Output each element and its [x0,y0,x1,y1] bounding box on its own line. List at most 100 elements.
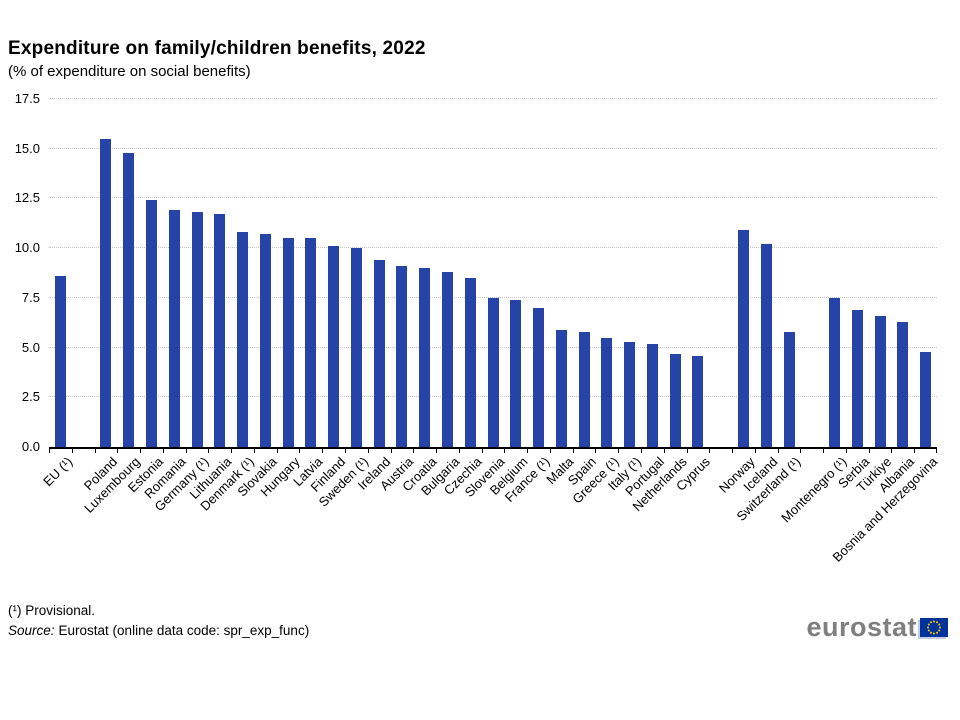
bar [646,343,658,447]
y-axis-labels: 0.0 2.5 5.0 7.5 10.0 12.5 15.0 17.5 [0,91,40,454]
axis-tick [641,449,642,453]
bar [305,238,317,447]
axis-tick [823,449,825,453]
axis-tick [185,449,187,453]
axis-tick [914,449,916,453]
gridline [49,98,937,99]
gridline [49,147,937,149]
bar [191,212,203,447]
y-axis-label: 12.5 [14,190,40,206]
bar [601,337,613,447]
gridline [49,247,937,249]
axis-tick [436,449,438,453]
axis-tick [709,449,711,453]
axis-tick [777,449,779,453]
x-axis-labels: EU (¹) Poland Luxembourg Estonia Romania Germ… [40,454,940,594]
axis-tick [754,449,756,453]
axis-tick [208,449,210,453]
y-axis-label: 15.0 [14,140,40,156]
axis-tick [936,449,937,453]
axis-tick [71,449,73,453]
axis-tick [686,449,688,453]
source-text: Eurostat (online data code: spr_exp_func… [58,623,310,638]
bar [168,210,180,447]
x-axis-ticks [49,449,937,454]
axis-tick [504,449,506,453]
bar [419,268,431,447]
gridline [49,296,937,298]
eu-flag-icon [920,617,948,637]
axis-tick [390,449,392,453]
axis-tick [481,449,483,453]
axis-tick [595,449,597,453]
bar [350,248,362,447]
bar [145,200,157,447]
bar [851,309,863,447]
bar [669,353,681,447]
bar [54,275,66,447]
bar [487,297,499,447]
axis-tick [253,449,255,453]
axis-tick [413,449,415,453]
bar [328,246,340,447]
bar [373,260,385,447]
axis-tick [162,449,164,453]
y-axis-label: 17.5 [14,91,40,106]
bar [259,234,271,447]
bar [214,214,226,447]
axis-tick [732,449,734,453]
eurostat-logo-text: eurostat [806,612,917,642]
plot-area [49,98,937,449]
bar [692,355,704,447]
source-label: Source: [8,623,55,638]
footnote-provisional: (¹) Provisional. [8,603,96,618]
axis-tick [800,449,802,453]
bar [578,331,590,447]
y-axis-label: 7.5 [21,289,40,305]
axis-tick [572,449,574,453]
axis-tick [49,449,50,453]
axis-tick [618,449,620,453]
axis-tick [94,449,96,453]
y-axis-label: 2.5 [21,389,40,405]
bar [282,238,294,447]
bar [555,329,567,447]
bar [829,297,841,447]
axis-tick [117,449,119,453]
bar [100,138,112,447]
chart-title: Expenditure on family/children benefits,… [8,38,426,59]
gridline [49,197,937,199]
bar [464,277,476,447]
bar [533,307,545,447]
axis-tick [299,449,301,453]
axis-tick [663,449,665,453]
bar [874,315,886,447]
bar [783,331,795,447]
bar [510,299,522,447]
bar [920,351,932,447]
bar [737,230,749,447]
y-axis-label: 5.0 [21,339,40,355]
axis-tick [458,449,460,453]
bar [123,152,135,447]
axis-tick [322,449,324,453]
eurostat-logo: eurostat [806,612,948,642]
bar [760,244,772,447]
axis-tick [367,449,369,453]
axis-tick [527,449,529,453]
x-axis-label: EU (¹) [39,454,75,490]
axis-tick [868,449,870,453]
axis-tick [845,449,847,453]
chart-subtitle: (% of expenditure on social benefits) [8,63,251,80]
y-axis-label: 0.0 [21,439,40,454]
bar [441,272,453,447]
axis-tick [231,449,233,453]
y-axis-label: 10.0 [14,240,40,256]
bar [237,232,249,447]
bar [624,341,636,447]
axis-tick [140,449,142,453]
axis-tick [345,449,346,453]
axis-tick [891,449,893,453]
bar [396,266,408,447]
